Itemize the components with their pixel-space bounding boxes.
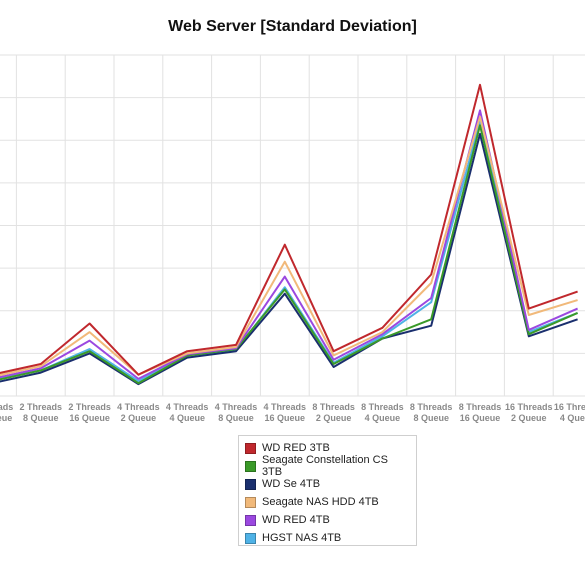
- legend-swatch: [245, 532, 256, 544]
- chart-title: Web Server [Standard Deviation]: [168, 18, 417, 35]
- series-lines: [0, 83, 579, 386]
- x-tick-label: 4 Threads 16 Queue: [264, 402, 307, 423]
- legend-item-6: HGST NAS 4TB: [245, 529, 410, 547]
- x-tick-label: 4 Threads 4 Queue: [166, 402, 209, 423]
- x-tick-label: 8 Threads 8 Queue: [410, 402, 453, 423]
- legend-label: WD Se 4TB: [262, 478, 321, 490]
- series-line-2: [0, 124, 579, 385]
- legend-item-2: Seagate Constellation CS 3TB: [245, 454, 410, 478]
- legend-label: HGST NAS 4TB: [262, 532, 342, 544]
- series-line-4: [0, 115, 578, 377]
- legend-label: WD RED 3TB: [262, 442, 330, 454]
- legend: WD RED 3TB Seagate Constellation CS 3TB WD…: [238, 435, 417, 546]
- series-line-5: [0, 109, 579, 380]
- x-tick-label: 8 Threads 2 Queue: [312, 402, 355, 423]
- grid: [0, 54, 585, 397]
- legend-swatch: [245, 478, 256, 490]
- x-tick-label: 4 Threads 8 Queue: [215, 402, 258, 423]
- series-line-3: [0, 132, 578, 386]
- x-tick-label: 2 Threads 16 Queue: [68, 402, 111, 423]
- series-line-6: [0, 120, 578, 383]
- legend-item-3: WD Se 4TB: [245, 475, 410, 493]
- x-tick-label: 8 Threads 4 Queue: [361, 402, 404, 423]
- legend-item-1: WD RED 3TB: [245, 439, 410, 457]
- x-tick-label: 2 Threads 8 Queue: [20, 402, 63, 423]
- legend-item-4: Seagate NAS HDD 4TB: [245, 493, 410, 511]
- legend-swatch: [245, 442, 256, 454]
- legend-swatch: [245, 460, 256, 472]
- legend-item-5: WD RED 4TB: [245, 511, 410, 529]
- legend-label: WD RED 4TB: [262, 514, 330, 526]
- legend-label: Seagate NAS HDD 4TB: [262, 496, 379, 508]
- legend-swatch: [245, 514, 256, 526]
- x-tick-label: 8 Threads 16 Queue: [459, 402, 502, 423]
- series-line-1: [0, 83, 578, 376]
- legend-swatch: [245, 496, 256, 508]
- legend-label: Seagate Constellation CS 3TB: [261, 454, 388, 478]
- x-tick-label: 4 Threads 2 Queue: [117, 402, 160, 423]
- x-tick-label: 16 Threads 2 Queue: [505, 402, 553, 423]
